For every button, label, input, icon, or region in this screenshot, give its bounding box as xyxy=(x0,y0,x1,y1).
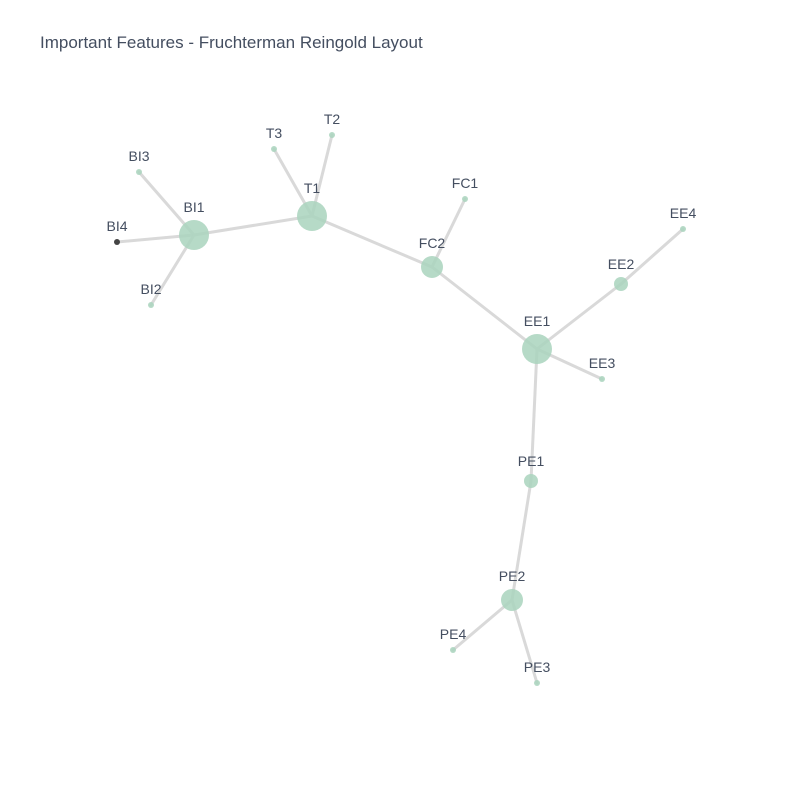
node-label-bi3: BI3 xyxy=(128,148,149,164)
node-label-bi1: BI1 xyxy=(183,199,204,215)
node-ee3[interactable] xyxy=(599,376,605,382)
edge-pe1-pe2 xyxy=(510,479,533,602)
node-label-t3: T3 xyxy=(266,125,283,141)
node-label-bi4: BI4 xyxy=(106,218,127,234)
edge-ee1-ee2 xyxy=(535,282,623,351)
node-label-pe2: PE2 xyxy=(499,568,526,584)
node-ee4[interactable] xyxy=(680,226,686,232)
labels-layer: BI1 BI2 BI3 BI4 T1 T2 T3 FC1 FC2 EE1 EE2 EE3 EE4 PE1 P… xyxy=(106,111,696,675)
node-label-pe1: PE1 xyxy=(518,453,545,469)
node-t3[interactable] xyxy=(271,146,277,152)
node-label-t1: T1 xyxy=(304,180,321,196)
edge-t1-fc2 xyxy=(310,214,434,269)
node-label-fc1: FC1 xyxy=(452,175,479,191)
node-fc1[interactable] xyxy=(462,196,468,202)
node-t1[interactable] xyxy=(297,201,327,231)
node-t2[interactable] xyxy=(329,132,335,138)
edge-fc2-fc1 xyxy=(430,197,467,269)
node-bi2[interactable] xyxy=(148,302,154,308)
edge-ee1-pe1 xyxy=(529,347,539,483)
nodes-layer xyxy=(114,132,686,686)
node-label-pe3: PE3 xyxy=(524,659,551,675)
node-pe1[interactable] xyxy=(524,474,538,488)
node-ee2[interactable] xyxy=(614,277,628,291)
edge-pe2-pe3 xyxy=(510,598,539,685)
node-bi1[interactable] xyxy=(179,220,209,250)
edges-layer xyxy=(115,133,685,685)
node-label-ee3: EE3 xyxy=(589,355,616,371)
node-fc2[interactable] xyxy=(421,256,443,278)
node-label-t2: T2 xyxy=(324,111,341,127)
node-pe4[interactable] xyxy=(450,647,456,653)
node-ee1[interactable] xyxy=(522,334,552,364)
node-label-bi2: BI2 xyxy=(140,281,161,297)
node-label-ee1: EE1 xyxy=(524,313,551,329)
node-bi3[interactable] xyxy=(136,169,142,175)
edge-bi1-t1 xyxy=(192,214,314,237)
node-label-ee2: EE2 xyxy=(608,256,635,272)
edge-ee2-ee4 xyxy=(619,227,685,286)
graph-title: Important Features - Fruchterman Reingol… xyxy=(40,33,423,52)
node-label-fc2: FC2 xyxy=(419,235,446,251)
edge-pe2-pe4 xyxy=(451,598,514,652)
node-pe3[interactable] xyxy=(534,680,540,686)
edge-fc2-ee1 xyxy=(430,265,539,351)
node-label-pe4: PE4 xyxy=(440,626,467,642)
node-label-ee4: EE4 xyxy=(670,205,697,221)
node-pe2[interactable] xyxy=(501,589,523,611)
node-bi4[interactable] xyxy=(114,239,120,245)
